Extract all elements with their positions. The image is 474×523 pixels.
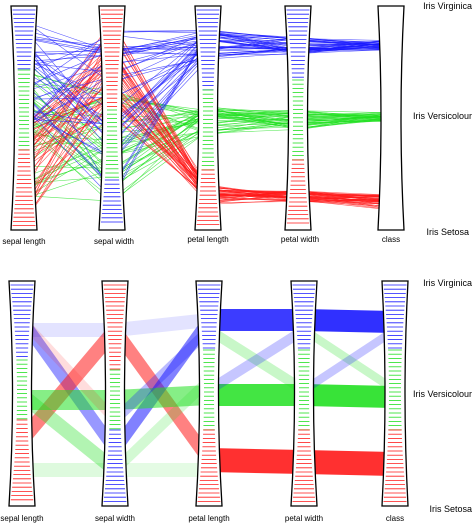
band-virginica [115, 310, 209, 460]
band-setosa [22, 319, 115, 451]
axis-outline-bottom-sepal-length [8, 280, 36, 507]
top-axis-label-sepal-length: sepal length [2, 237, 45, 246]
axis-stripes-bottom-class [383, 284, 407, 502]
axis-top-petal-width [284, 5, 312, 231]
bottom-class-labels: Iris Virginica Iris Versicolour Iris Set… [413, 278, 472, 514]
axis-fill-bottom-petal-length [196, 281, 222, 506]
band-versicolour [304, 384, 395, 408]
axis-top-sepal-length [10, 5, 38, 231]
axis-stripes-top-petal-width [286, 9, 310, 224]
top-axis-label-sepal-width: sepal width [94, 237, 134, 246]
axis-outline-bottom-petal-width [290, 280, 318, 507]
top-axis-labels: sepal length sepal width petal length pe… [2, 235, 400, 246]
axis-outline-top-sepal-length [10, 5, 38, 231]
axis-stripes-bottom-petal-length [197, 284, 221, 502]
band-versicolour [115, 463, 209, 477]
band-virginica [209, 324, 304, 396]
top-axis-label-class: class [382, 235, 400, 244]
axis-fill-bottom-petal-width [291, 281, 317, 506]
axis-stripes-bottom-sepal-length [10, 284, 34, 501]
axis-fill-bottom-class [382, 281, 408, 506]
top-class-labels: Iris Virginica Iris Versicolour Iris Set… [413, 1, 472, 237]
axis-bottom-class [381, 280, 409, 507]
axis-stripes-top-sepal-width [100, 9, 124, 223]
bottom-axis-labels: sepal length sepal width petal length pe… [0, 514, 404, 523]
axis-fill-top-class [378, 6, 404, 230]
band-virginica [115, 323, 209, 427]
axis-stripes-top-sepal-length [12, 9, 36, 227]
top-axis-layer [10, 5, 405, 231]
band-setosa [209, 448, 304, 474]
axis-outline-top-class [377, 5, 405, 231]
band-versicolour [115, 385, 209, 410]
band-versicolour [209, 324, 304, 396]
bottom-axis-label-petal-width: petal width [285, 514, 323, 523]
band-virginica [304, 309, 395, 333]
axis-fill-top-sepal-length [11, 6, 37, 230]
band-versicolour [22, 463, 115, 477]
band-versicolour [115, 373, 209, 477]
band-versicolour [22, 390, 115, 410]
band-setosa [22, 313, 115, 427]
bottom-band-layer [22, 309, 395, 479]
axis-fill-bottom-sepal-width [102, 281, 128, 506]
bottom-class-label-versicolour: Iris Versicolour [413, 389, 472, 399]
bottom-axis-label-sepal-length: sepal length [0, 514, 43, 523]
band-versicolour [209, 384, 304, 406]
axis-outline-top-petal-length [194, 5, 222, 231]
bottom-class-label-setosa: Iris Setosa [429, 504, 472, 514]
band-setosa [304, 450, 395, 476]
bottom-parallel-sets-panel: sepal length sepal width petal length pe… [0, 278, 472, 523]
axis-outline-top-petal-width [284, 5, 312, 231]
band-versicolour [304, 325, 395, 395]
top-parallel-coordinates-panel: sepal length sepal width petal length pe… [2, 1, 472, 246]
top-class-label-virginica: Iris Virginica [423, 1, 472, 11]
band-virginica [115, 313, 209, 337]
axis-bottom-sepal-width [101, 280, 129, 507]
axis-outline-bottom-petal-length [195, 280, 223, 507]
axis-outline-top-sepal-width [98, 5, 126, 231]
axis-outline-bottom-sepal-width [101, 280, 129, 507]
bottom-axis-layer [8, 280, 409, 507]
bottom-axis-label-sepal-width: sepal width [95, 514, 135, 523]
band-virginica [209, 309, 304, 331]
axis-bottom-petal-width [290, 280, 318, 507]
top-class-label-versicolour: Iris Versicolour [413, 111, 472, 121]
axis-stripes-top-petal-length [196, 9, 220, 226]
axis-bottom-petal-length [195, 280, 223, 507]
axis-stripes-bottom-petal-width [292, 284, 316, 502]
axis-stripes-bottom-sepal-width [103, 284, 127, 502]
top-axis-label-petal-length: petal length [187, 235, 228, 244]
bottom-axis-label-petal-length: petal length [188, 514, 229, 523]
axis-top-sepal-width [98, 5, 126, 231]
band-virginica [22, 323, 115, 337]
top-axis-label-petal-width: petal width [281, 235, 319, 244]
axis-outline-bottom-class [381, 280, 409, 507]
top-class-label-setosa: Iris Setosa [426, 227, 469, 237]
axis-top-petal-length [194, 5, 222, 231]
axis-top-class [377, 5, 405, 231]
axis-bottom-sepal-length [8, 280, 36, 507]
bottom-axis-label-class: class [386, 514, 404, 523]
bottom-class-label-virginica: Iris Virginica [423, 278, 472, 288]
band-virginica [304, 325, 395, 395]
